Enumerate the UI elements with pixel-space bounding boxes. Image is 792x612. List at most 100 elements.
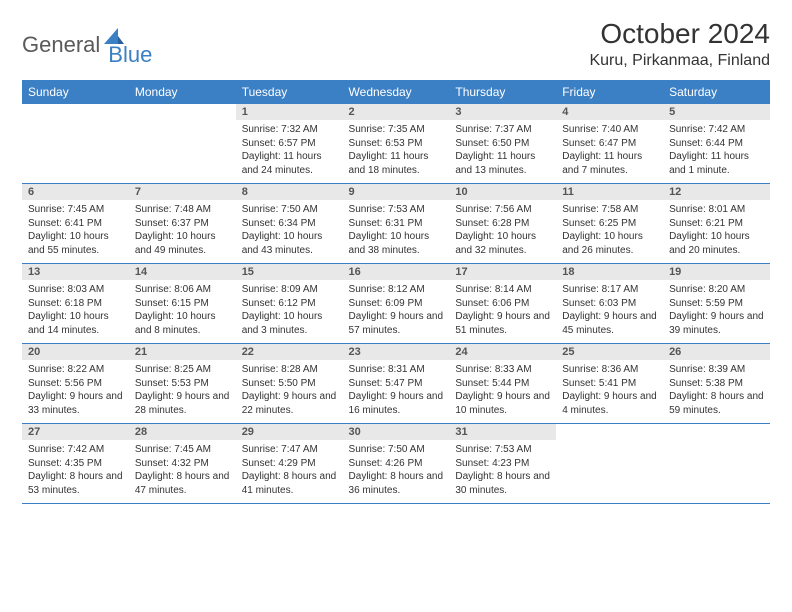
day-number: 7	[129, 184, 236, 200]
day-details: Sunrise: 7:32 AMSunset: 6:57 PMDaylight:…	[236, 120, 343, 183]
day-details: Sunrise: 7:42 AMSunset: 6:44 PMDaylight:…	[663, 120, 770, 183]
calendar-day-cell: 18Sunrise: 8:17 AMSunset: 6:03 PMDayligh…	[556, 264, 663, 344]
calendar-day-cell: 16Sunrise: 8:12 AMSunset: 6:09 PMDayligh…	[343, 264, 450, 344]
day-number: 28	[129, 424, 236, 440]
day-number: 19	[663, 264, 770, 280]
day-details: Sunrise: 7:45 AMSunset: 4:32 PMDaylight:…	[129, 440, 236, 503]
calendar-day-cell: 1Sunrise: 7:32 AMSunset: 6:57 PMDaylight…	[236, 104, 343, 184]
calendar-day-cell: 28Sunrise: 7:45 AMSunset: 4:32 PMDayligh…	[129, 424, 236, 504]
calendar-day-cell: 21Sunrise: 8:25 AMSunset: 5:53 PMDayligh…	[129, 344, 236, 424]
calendar-empty-cell	[556, 424, 663, 504]
day-details: Sunrise: 8:25 AMSunset: 5:53 PMDaylight:…	[129, 360, 236, 423]
day-number: 11	[556, 184, 663, 200]
day-details: Sunrise: 8:06 AMSunset: 6:15 PMDaylight:…	[129, 280, 236, 343]
calendar-page: General Blue October 2024 Kuru, Pirkanma…	[0, 0, 792, 522]
day-number: 22	[236, 344, 343, 360]
day-details: Sunrise: 7:50 AMSunset: 6:34 PMDaylight:…	[236, 200, 343, 263]
day-details: Sunrise: 8:12 AMSunset: 6:09 PMDaylight:…	[343, 280, 450, 343]
day-number: 16	[343, 264, 450, 280]
day-number: 2	[343, 104, 450, 120]
location: Kuru, Pirkanmaa, Finland	[589, 52, 770, 70]
calendar-day-cell: 27Sunrise: 7:42 AMSunset: 4:35 PMDayligh…	[22, 424, 129, 504]
day-number: 30	[343, 424, 450, 440]
calendar-week-row: 20Sunrise: 8:22 AMSunset: 5:56 PMDayligh…	[22, 344, 770, 424]
calendar-day-cell: 8Sunrise: 7:50 AMSunset: 6:34 PMDaylight…	[236, 184, 343, 264]
day-details: Sunrise: 8:20 AMSunset: 5:59 PMDaylight:…	[663, 280, 770, 343]
day-number: 1	[236, 104, 343, 120]
calendar-day-cell: 30Sunrise: 7:50 AMSunset: 4:26 PMDayligh…	[343, 424, 450, 504]
day-number: 31	[449, 424, 556, 440]
calendar-day-cell: 13Sunrise: 8:03 AMSunset: 6:18 PMDayligh…	[22, 264, 129, 344]
calendar-day-cell: 2Sunrise: 7:35 AMSunset: 6:53 PMDaylight…	[343, 104, 450, 184]
day-number: 3	[449, 104, 556, 120]
calendar-day-cell: 4Sunrise: 7:40 AMSunset: 6:47 PMDaylight…	[556, 104, 663, 184]
calendar-day-cell: 24Sunrise: 8:33 AMSunset: 5:44 PMDayligh…	[449, 344, 556, 424]
day-details: Sunrise: 7:50 AMSunset: 4:26 PMDaylight:…	[343, 440, 450, 503]
day-details: Sunrise: 7:37 AMSunset: 6:50 PMDaylight:…	[449, 120, 556, 183]
day-details: Sunrise: 8:03 AMSunset: 6:18 PMDaylight:…	[22, 280, 129, 343]
day-number: 12	[663, 184, 770, 200]
weekday-header: Wednesday	[343, 80, 450, 104]
calendar-day-cell: 9Sunrise: 7:53 AMSunset: 6:31 PMDaylight…	[343, 184, 450, 264]
weekday-header: Friday	[556, 80, 663, 104]
weekday-header: Saturday	[663, 80, 770, 104]
calendar-week-row: 6Sunrise: 7:45 AMSunset: 6:41 PMDaylight…	[22, 184, 770, 264]
calendar-day-cell: 12Sunrise: 8:01 AMSunset: 6:21 PMDayligh…	[663, 184, 770, 264]
day-details: Sunrise: 7:45 AMSunset: 6:41 PMDaylight:…	[22, 200, 129, 263]
calendar-day-cell: 5Sunrise: 7:42 AMSunset: 6:44 PMDaylight…	[663, 104, 770, 184]
calendar-day-cell: 17Sunrise: 8:14 AMSunset: 6:06 PMDayligh…	[449, 264, 556, 344]
day-number: 4	[556, 104, 663, 120]
calendar-day-cell: 10Sunrise: 7:56 AMSunset: 6:28 PMDayligh…	[449, 184, 556, 264]
day-details: Sunrise: 7:40 AMSunset: 6:47 PMDaylight:…	[556, 120, 663, 183]
calendar-day-cell: 14Sunrise: 8:06 AMSunset: 6:15 PMDayligh…	[129, 264, 236, 344]
day-number: 26	[663, 344, 770, 360]
day-number: 18	[556, 264, 663, 280]
calendar-empty-cell	[22, 104, 129, 184]
calendar-week-row: 1Sunrise: 7:32 AMSunset: 6:57 PMDaylight…	[22, 104, 770, 184]
calendar-empty-cell	[129, 104, 236, 184]
day-number: 10	[449, 184, 556, 200]
logo: General Blue	[22, 18, 152, 68]
calendar-table: SundayMondayTuesdayWednesdayThursdayFrid…	[22, 80, 770, 504]
weekday-header: Sunday	[22, 80, 129, 104]
day-number: 8	[236, 184, 343, 200]
day-details: Sunrise: 8:31 AMSunset: 5:47 PMDaylight:…	[343, 360, 450, 423]
calendar-day-cell: 3Sunrise: 7:37 AMSunset: 6:50 PMDaylight…	[449, 104, 556, 184]
logo-word1: General	[22, 32, 100, 58]
day-details: Sunrise: 8:22 AMSunset: 5:56 PMDaylight:…	[22, 360, 129, 423]
calendar-week-row: 27Sunrise: 7:42 AMSunset: 4:35 PMDayligh…	[22, 424, 770, 504]
day-details: Sunrise: 7:53 AMSunset: 4:23 PMDaylight:…	[449, 440, 556, 503]
calendar-day-cell: 23Sunrise: 8:31 AMSunset: 5:47 PMDayligh…	[343, 344, 450, 424]
day-number: 23	[343, 344, 450, 360]
day-number: 29	[236, 424, 343, 440]
day-number: 6	[22, 184, 129, 200]
day-number: 21	[129, 344, 236, 360]
calendar-empty-cell	[663, 424, 770, 504]
weekday-header: Thursday	[449, 80, 556, 104]
day-details: Sunrise: 8:28 AMSunset: 5:50 PMDaylight:…	[236, 360, 343, 423]
day-details: Sunrise: 7:35 AMSunset: 6:53 PMDaylight:…	[343, 120, 450, 183]
calendar-day-cell: 29Sunrise: 7:47 AMSunset: 4:29 PMDayligh…	[236, 424, 343, 504]
day-details: Sunrise: 8:17 AMSunset: 6:03 PMDaylight:…	[556, 280, 663, 343]
calendar-day-cell: 15Sunrise: 8:09 AMSunset: 6:12 PMDayligh…	[236, 264, 343, 344]
day-number: 15	[236, 264, 343, 280]
calendar-day-cell: 20Sunrise: 8:22 AMSunset: 5:56 PMDayligh…	[22, 344, 129, 424]
day-details: Sunrise: 8:39 AMSunset: 5:38 PMDaylight:…	[663, 360, 770, 423]
calendar-day-cell: 26Sunrise: 8:39 AMSunset: 5:38 PMDayligh…	[663, 344, 770, 424]
calendar-day-cell: 25Sunrise: 8:36 AMSunset: 5:41 PMDayligh…	[556, 344, 663, 424]
calendar-day-cell: 7Sunrise: 7:48 AMSunset: 6:37 PMDaylight…	[129, 184, 236, 264]
calendar-day-cell: 19Sunrise: 8:20 AMSunset: 5:59 PMDayligh…	[663, 264, 770, 344]
day-details: Sunrise: 7:56 AMSunset: 6:28 PMDaylight:…	[449, 200, 556, 263]
weekday-header: Monday	[129, 80, 236, 104]
day-details: Sunrise: 8:09 AMSunset: 6:12 PMDaylight:…	[236, 280, 343, 343]
day-number: 13	[22, 264, 129, 280]
day-details: Sunrise: 7:58 AMSunset: 6:25 PMDaylight:…	[556, 200, 663, 263]
day-details: Sunrise: 7:42 AMSunset: 4:35 PMDaylight:…	[22, 440, 129, 503]
calendar-day-cell: 31Sunrise: 7:53 AMSunset: 4:23 PMDayligh…	[449, 424, 556, 504]
day-number: 20	[22, 344, 129, 360]
day-number: 17	[449, 264, 556, 280]
calendar-header-row: SundayMondayTuesdayWednesdayThursdayFrid…	[22, 80, 770, 104]
calendar-day-cell: 6Sunrise: 7:45 AMSunset: 6:41 PMDaylight…	[22, 184, 129, 264]
day-number: 14	[129, 264, 236, 280]
day-number: 24	[449, 344, 556, 360]
